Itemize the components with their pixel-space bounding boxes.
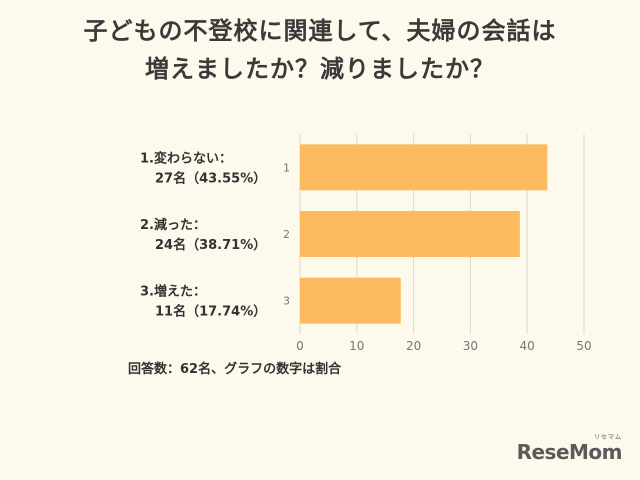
category-label-2-line1: 2.減った： — [140, 217, 206, 233]
y-index-label-3: 3 — [283, 295, 290, 308]
x-tick-label-2: 20 — [406, 339, 421, 353]
x-tick-label-3: 30 — [463, 339, 478, 353]
bar-3 — [300, 277, 401, 324]
category-label-2-line2: 24名（38.71%） — [155, 237, 266, 253]
footnote: 回答数：62名、グラフの数字は割合 — [128, 362, 342, 377]
bar-2 — [300, 211, 520, 257]
category-label-1-line2: 27名（43.55%） — [155, 170, 266, 186]
x-tick-label-5: 50 — [576, 339, 591, 353]
title-line-2: 増えましたか？減りましたか？ — [145, 55, 495, 83]
chart-title: 子どもの不登校に関連して、夫婦の会話は 増えましたか？減りましたか？ — [0, 12, 640, 88]
category-label-3-line1: 3.増えた： — [140, 284, 206, 300]
title-line-1: 子どもの不登校に関連して、夫婦の会話は — [83, 17, 557, 45]
logo-sup: リセマム — [593, 434, 622, 441]
x-tick-label-0: 0 — [296, 339, 304, 353]
y-index-label-2: 2 — [283, 228, 290, 241]
bar-1 — [300, 144, 548, 191]
resemom-logo: ReseMom リセマム — [516, 434, 623, 464]
y-index-label-1: 1 — [283, 161, 290, 174]
x-tick-label-1: 10 — [349, 339, 364, 353]
x-tick-label-4: 40 — [520, 339, 535, 353]
category-label-1-line1: 1.変わらない： — [140, 150, 232, 166]
logo-text: ReseMom — [516, 440, 623, 464]
category-label-3-line2: 11名（17.74%） — [155, 304, 266, 320]
